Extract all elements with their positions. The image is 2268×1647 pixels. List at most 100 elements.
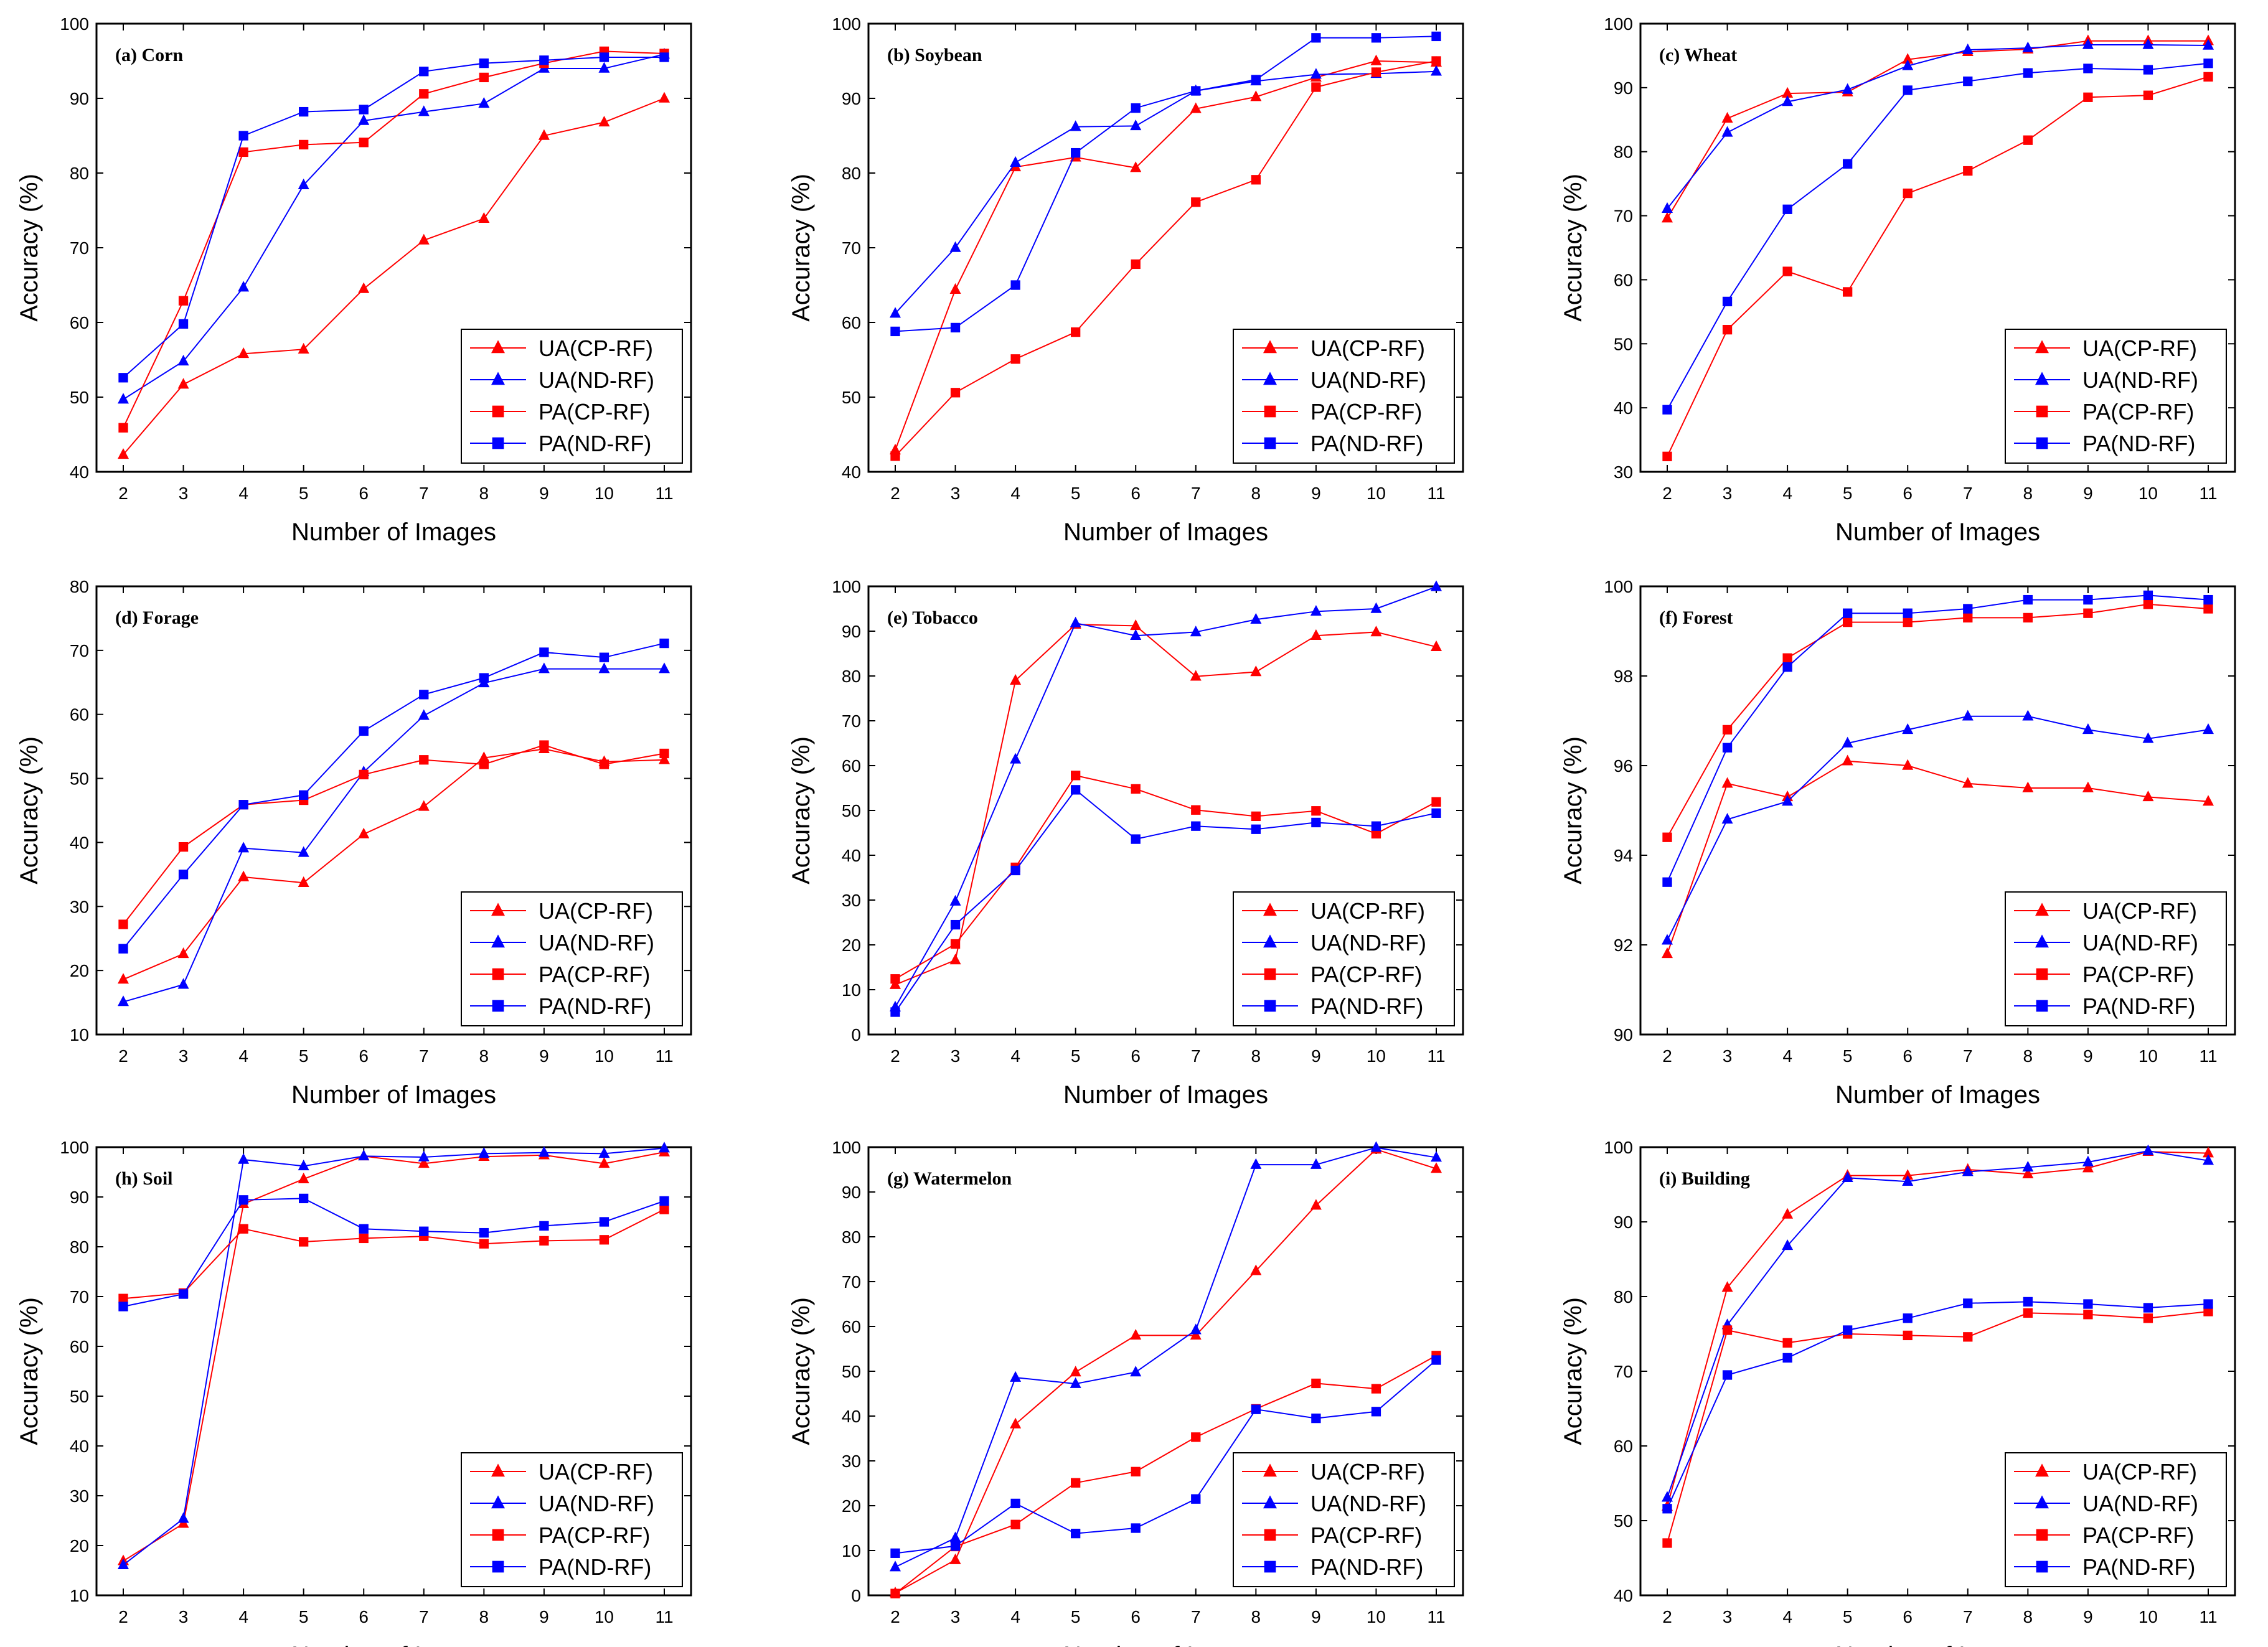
data-point (118, 995, 129, 1006)
data-point (1131, 784, 1141, 794)
data-point (2022, 710, 2034, 721)
data-point (358, 114, 370, 125)
data-point (1010, 865, 1020, 876)
data-point (890, 451, 900, 461)
x-tick-label: 9 (2083, 1046, 2093, 1066)
x-tick-label: 10 (2139, 1046, 2158, 1066)
data-point (358, 1150, 370, 1161)
data-point (1962, 43, 1974, 54)
data-point (2083, 1299, 2093, 1309)
data-point (539, 740, 549, 750)
y-tick-label: 60 (842, 756, 861, 776)
y-axis-label: Accuracy (%) (1560, 174, 1587, 322)
data-point (479, 72, 489, 83)
data-point (1311, 33, 1321, 43)
data-point (1131, 103, 1141, 113)
legend-label: PA(CP-RF) (2082, 962, 2194, 987)
legend-label: PA(CP-RF) (539, 399, 650, 425)
data-point (659, 748, 669, 759)
data-point (1071, 148, 1081, 158)
legend-marker (1264, 1000, 1276, 1012)
legend-label: UA(CP-RF) (539, 1459, 653, 1485)
x-tick-label: 4 (1010, 484, 1020, 503)
data-point (118, 973, 129, 984)
data-point (1902, 1169, 1914, 1180)
series-line (1667, 603, 2209, 838)
data-point (359, 105, 369, 115)
x-tick-label: 11 (655, 1046, 673, 1066)
data-point (1842, 736, 1853, 748)
data-point (1311, 1413, 1321, 1424)
data-point (478, 212, 490, 223)
x-tick-label: 6 (1131, 484, 1141, 503)
x-tick-label: 3 (179, 484, 189, 503)
series-line (895, 1354, 1437, 1594)
y-tick-label: 50 (70, 769, 89, 789)
series-line (895, 1148, 1437, 1594)
legend-label: UA(ND-RF) (539, 367, 654, 393)
legend-label: UA(ND-RF) (2082, 930, 2198, 955)
data-point (1782, 87, 1794, 98)
legend-marker (2035, 1495, 2049, 1509)
plot-frame (95, 1146, 692, 1597)
x-tick-label: 3 (179, 1607, 189, 1626)
legend-label: UA(CP-RF) (539, 336, 653, 361)
x-tick-label: 2 (1662, 1046, 1672, 1066)
x-tick-label: 6 (1903, 1046, 1913, 1066)
data-point (1370, 626, 1382, 637)
x-tick-label: 9 (539, 1046, 549, 1066)
data-point (1662, 202, 1673, 214)
data-point (479, 673, 489, 683)
data-point (598, 1147, 610, 1158)
x-tick-label: 2 (118, 1607, 128, 1626)
x-tick-label: 4 (238, 484, 248, 503)
data-point (1010, 753, 1022, 764)
panel-4: 10 20 30 40 50 60 70 80 2 3 4 5 6 7 8 9 10 11 Number of Im… (16, 577, 692, 1109)
y-tick-label: 70 (1614, 207, 1633, 226)
data-point (358, 282, 370, 293)
legend-marker (2035, 1463, 2049, 1477)
x-tick-label: 2 (1662, 484, 1672, 503)
x-tick-label: 9 (1311, 1046, 1321, 1066)
y-tick-label: 90 (842, 622, 861, 641)
y-tick-label: 40 (70, 833, 89, 852)
data-point (2083, 594, 2093, 605)
data-point (2022, 1161, 2034, 1172)
x-tick-label: 9 (1311, 1607, 1321, 1626)
x-tick-label: 3 (1723, 1607, 1733, 1626)
legend-label: PA(CP-RF) (1310, 962, 1422, 987)
x-tick-label: 3 (951, 1607, 961, 1626)
data-point (2203, 1154, 2214, 1165)
data-point (479, 1227, 489, 1238)
legend-label: UA(ND-RF) (539, 1491, 654, 1516)
data-point (1431, 1355, 1441, 1365)
x-tick-label: 7 (1963, 484, 1973, 503)
data-point (1251, 1404, 1261, 1414)
x-tick-label: 7 (1963, 1607, 1973, 1626)
y-tick-label: 20 (842, 1496, 861, 1516)
data-point (1131, 834, 1141, 844)
y-tick-label: 70 (70, 1287, 89, 1307)
y-axis-label: Accuracy (%) (788, 174, 815, 322)
data-point (1721, 1281, 1733, 1292)
x-axis-label: Number of Images (291, 1642, 496, 1647)
data-point (1191, 197, 1201, 207)
y-tick-label: 40 (842, 846, 861, 865)
y-tick-label: 98 (1614, 667, 1633, 686)
data-point (359, 1233, 369, 1244)
legend-label: PA(ND-RF) (539, 431, 651, 456)
data-point (2082, 1155, 2094, 1166)
data-point (1963, 1332, 1973, 1342)
x-tick-label: 7 (1191, 1607, 1201, 1626)
y-tick-label: 94 (1614, 846, 1633, 865)
data-point (1902, 59, 1914, 70)
x-tick-label: 4 (1010, 1046, 1020, 1066)
data-point (238, 347, 250, 359)
data-point (418, 1150, 430, 1161)
x-tick-label: 2 (118, 1046, 128, 1066)
data-point (1782, 1338, 1792, 1348)
data-point (2143, 590, 2153, 601)
y-tick-label: 70 (1614, 1362, 1633, 1381)
legend-label: PA(CP-RF) (539, 1523, 650, 1548)
x-tick-label: 4 (1010, 1607, 1020, 1626)
